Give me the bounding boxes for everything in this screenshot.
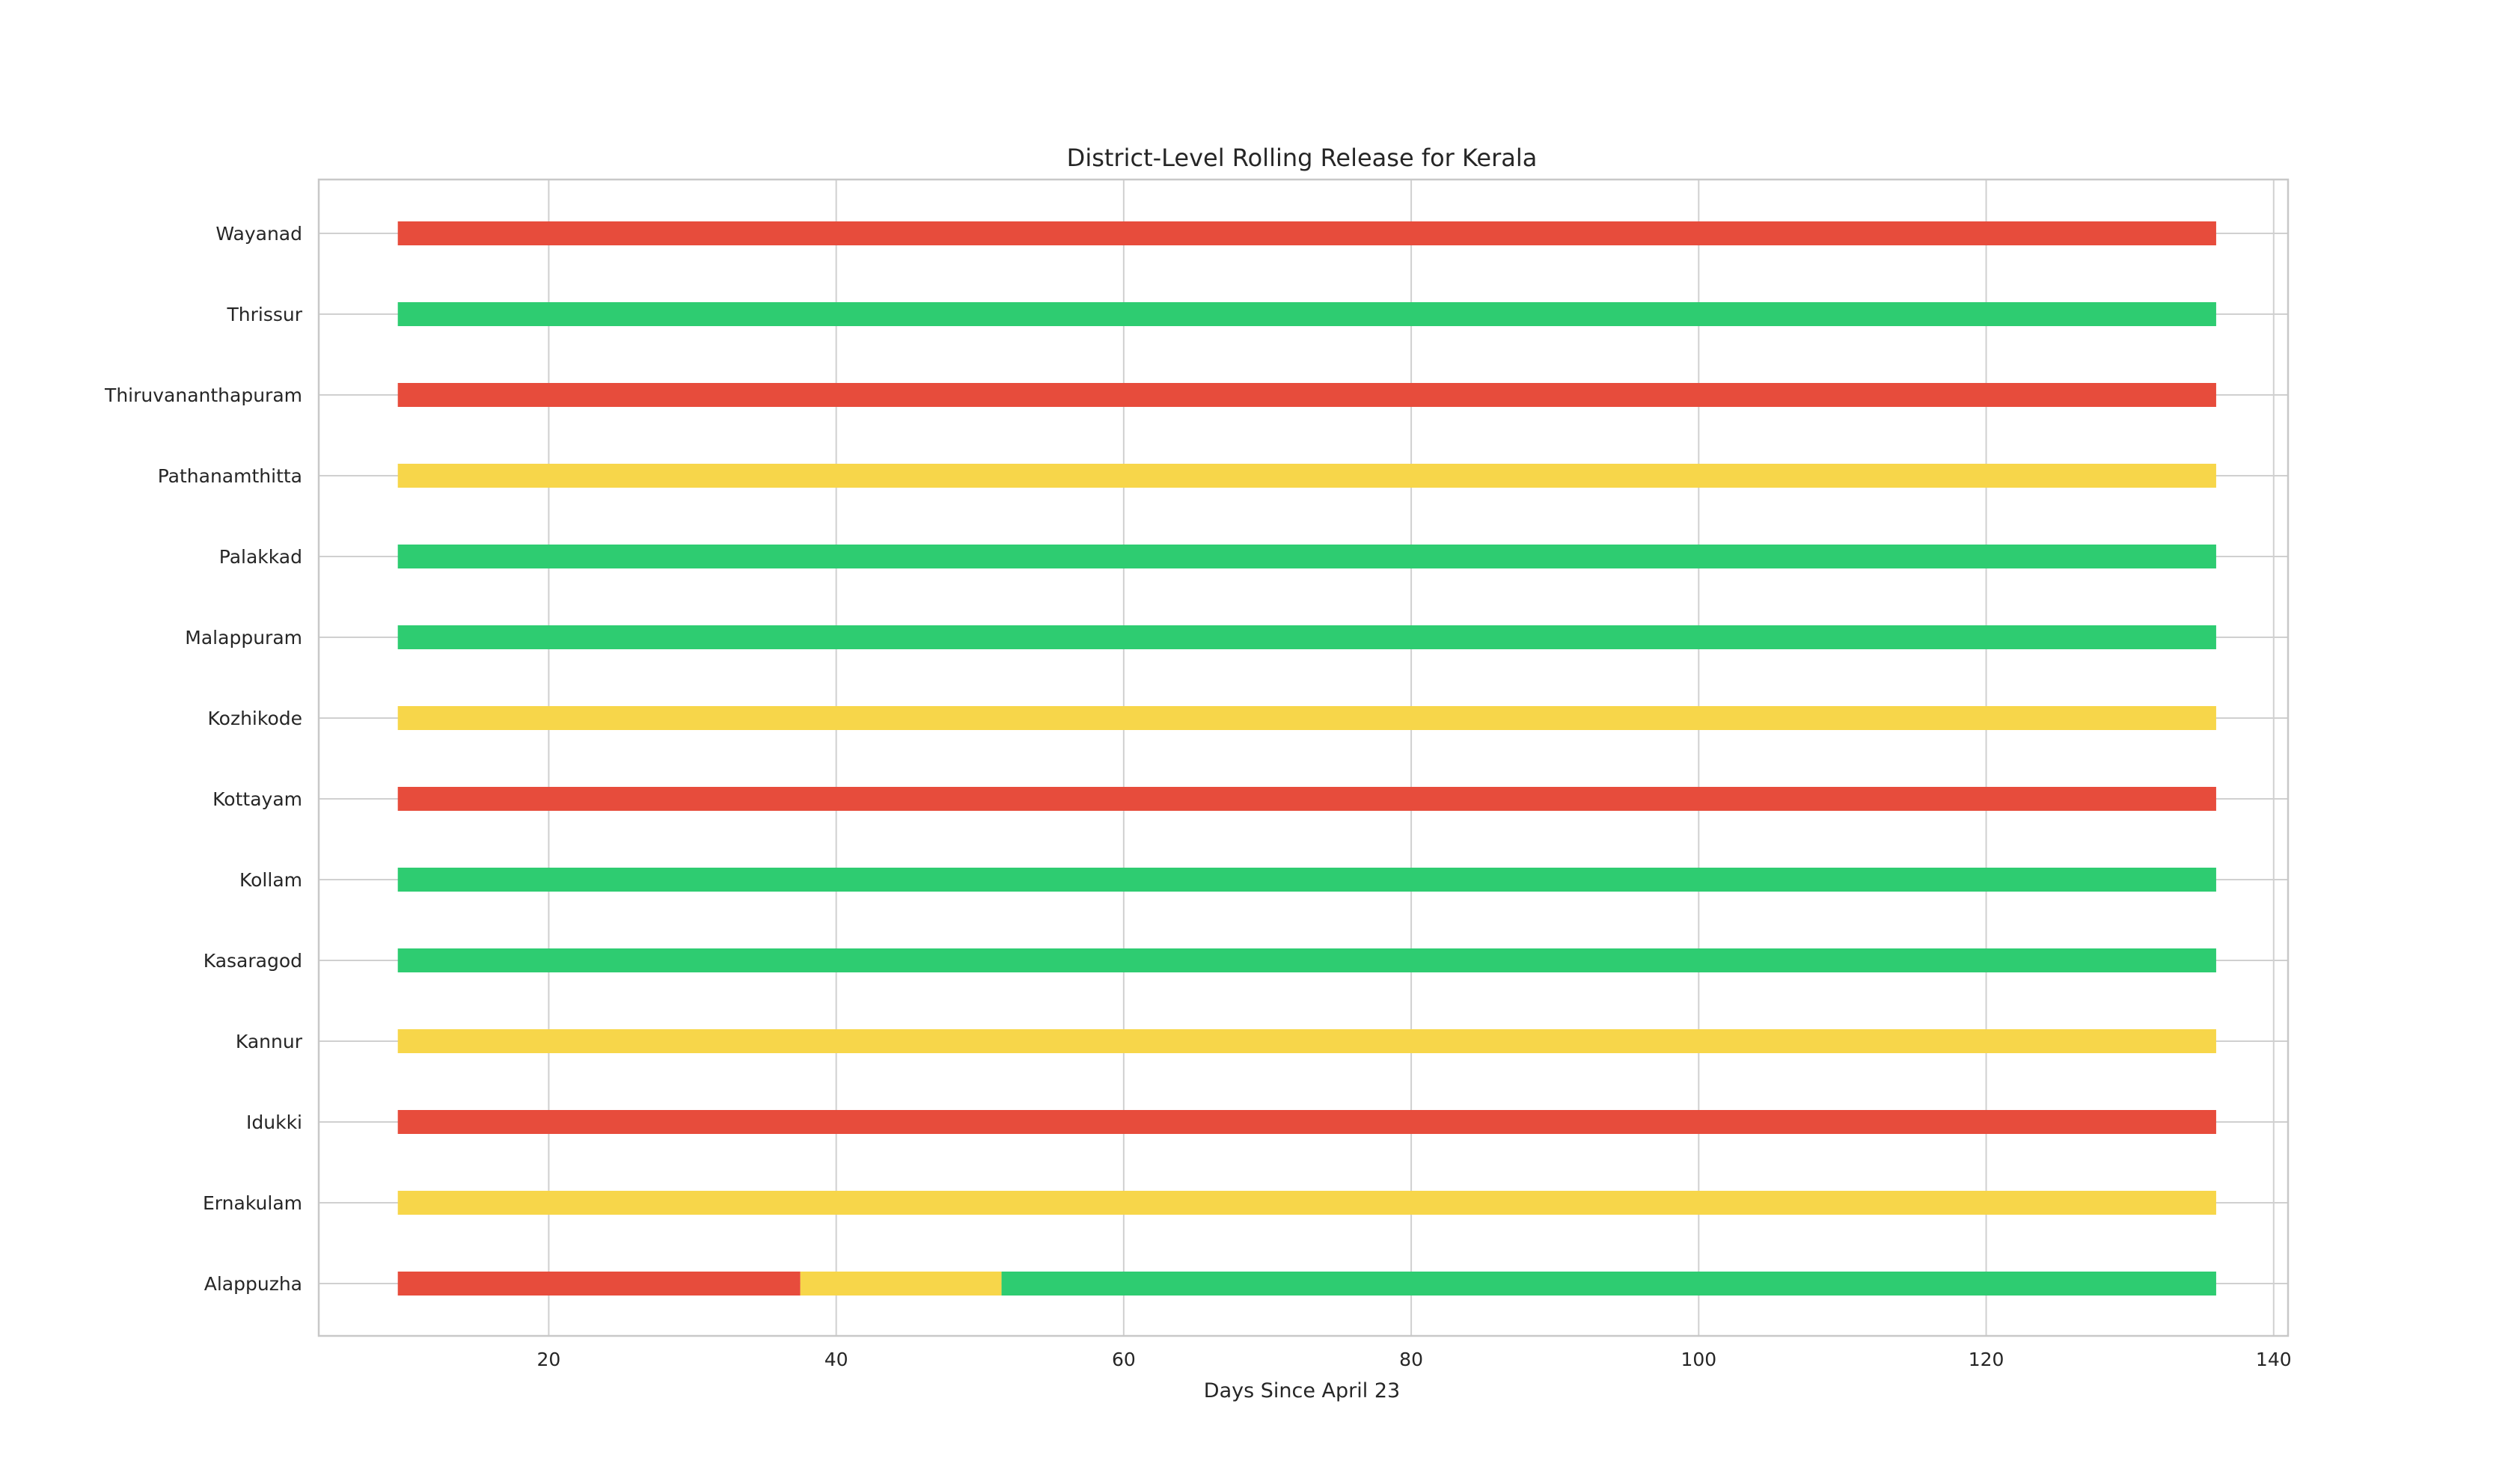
y-tick-label: Idukki bbox=[246, 1112, 302, 1133]
bar-segment-kasaragod-green bbox=[397, 948, 2216, 972]
x-tick-labels: 20 40 60 80 100 120 140 bbox=[536, 1349, 2291, 1370]
plot-frame bbox=[317, 178, 2290, 1337]
bar-segment-palakkad-green bbox=[397, 545, 2216, 568]
x-tick-label: 40 bbox=[825, 1349, 848, 1370]
bar-segment-kannur-yellow bbox=[397, 1029, 2216, 1053]
bar-segment-kozhikode-yellow bbox=[397, 706, 2216, 730]
bar-segment-kollam-green bbox=[397, 868, 2216, 892]
bar-segment-alappuzha-yellow bbox=[800, 1272, 1002, 1296]
y-tick-label: Pathanamthitta bbox=[158, 465, 302, 487]
x-tick-label: 100 bbox=[1680, 1349, 1716, 1370]
bar-segment-wayanad-red bbox=[397, 221, 2216, 245]
y-tick-label: Thiruvananthapuram bbox=[104, 384, 302, 406]
y-tick-label: Kottayam bbox=[212, 788, 302, 810]
y-tick-label: Palakkad bbox=[219, 546, 302, 568]
bar-segment-thrissur-green bbox=[397, 302, 2216, 326]
bar-segment-kottayam-red bbox=[397, 787, 2216, 811]
x-tick-label: 20 bbox=[536, 1349, 560, 1370]
y-tick-label: Alappuzha bbox=[204, 1273, 302, 1295]
x-tick-label: 120 bbox=[1969, 1349, 2004, 1370]
bar-segment-alappuzha-red bbox=[397, 1272, 801, 1296]
x-tick-label: 140 bbox=[2256, 1349, 2292, 1370]
y-tick-label: Ernakulam bbox=[203, 1192, 302, 1214]
y-tick-label: Malappuram bbox=[185, 627, 302, 649]
chart-title: District-Level Rolling Release for Keral… bbox=[1067, 144, 1538, 172]
y-tick-label: Wayanad bbox=[215, 223, 302, 245]
x-tick-label: 60 bbox=[1112, 1349, 1136, 1370]
x-axis-label: Days Since April 23 bbox=[1204, 1379, 1400, 1402]
y-tick-label: Kozhikode bbox=[208, 708, 303, 729]
y-tick-label: Kollam bbox=[239, 869, 302, 891]
y-tick-label: Kannur bbox=[236, 1031, 303, 1052]
x-tick-label: 80 bbox=[1399, 1349, 1423, 1370]
bar-segment-idukki-red bbox=[397, 1110, 2216, 1134]
y-tick-labels: Alappuzha Ernakulam Idukki Kannur Kasaragod K… bbox=[104, 223, 303, 1295]
bar-segment-ernakulam-yellow bbox=[397, 1191, 2216, 1215]
y-tick-label: Kasaragod bbox=[204, 950, 302, 972]
bar-segment-alappuzha-green bbox=[1001, 1272, 2216, 1296]
bar-segment-thiruvananthapuram-red bbox=[397, 383, 2216, 407]
bar-segment-pathanamthitta-yellow bbox=[397, 464, 2216, 488]
bar-segments bbox=[397, 221, 2216, 1296]
y-tick-label: Thrissur bbox=[226, 304, 302, 325]
bar-segment-malappuram-green bbox=[397, 625, 2216, 649]
